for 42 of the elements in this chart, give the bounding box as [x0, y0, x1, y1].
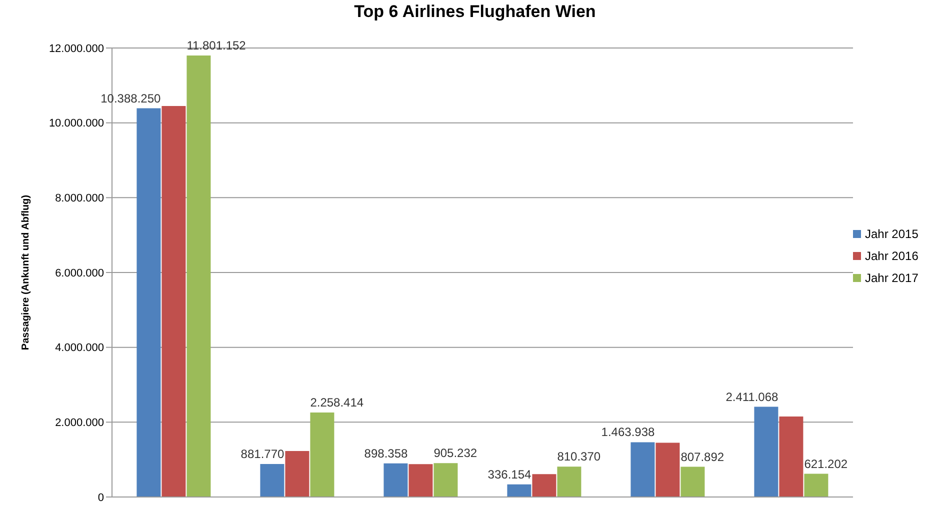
legend-label: Jahr 2015: [865, 226, 918, 240]
bar: [408, 464, 433, 497]
bar: [754, 406, 778, 497]
legend-label: Jahr 2016: [865, 248, 918, 262]
y-tick-label: 6.000.000: [55, 267, 104, 280]
data-label: 881.770: [240, 447, 285, 462]
y-tick-label: 10.000.000: [48, 118, 104, 130]
y-tick-label: 0: [98, 492, 104, 504]
bar: [136, 108, 161, 497]
bar: [557, 466, 582, 497]
chart-title: Top 6 Airlines Flughafen Wien: [353, 2, 597, 22]
data-label: 11.801.152: [186, 38, 246, 52]
data-label: 810.370: [557, 450, 601, 464]
bar: [384, 463, 408, 497]
y-axis-title: Passagiere (Ankunft und Abflug): [20, 194, 32, 350]
data-label: 898.358: [364, 446, 408, 460]
bar: [779, 416, 804, 497]
y-tick-label: 12.000.000: [48, 42, 104, 55]
bar: [656, 442, 680, 497]
bar: [186, 55, 211, 497]
data-label: 905.232: [434, 446, 478, 460]
bar: [285, 450, 310, 497]
bar: [630, 442, 655, 497]
bar: [680, 466, 705, 497]
bar: [804, 474, 828, 497]
bar: [310, 412, 334, 497]
legend-label: Jahr 2017: [865, 270, 918, 284]
y-tick-label: 8.000.000: [55, 192, 104, 205]
data-label: 10.388.250: [100, 91, 162, 106]
bar: [507, 484, 532, 497]
data-label: 2.258.414: [310, 396, 364, 410]
bar: [260, 464, 284, 497]
bar: [162, 106, 186, 497]
data-label: 621.202: [804, 456, 848, 471]
y-tick-label: 2.000.000: [55, 417, 104, 430]
data-label: 807.892: [680, 450, 724, 464]
data-label: 336.154: [488, 467, 532, 482]
data-label: 2.411.068: [726, 390, 779, 404]
y-tick-label: 4.000.000: [55, 342, 104, 354]
bar: [532, 474, 556, 497]
data-label: 1.463.938: [601, 425, 656, 440]
bar: [434, 463, 458, 497]
